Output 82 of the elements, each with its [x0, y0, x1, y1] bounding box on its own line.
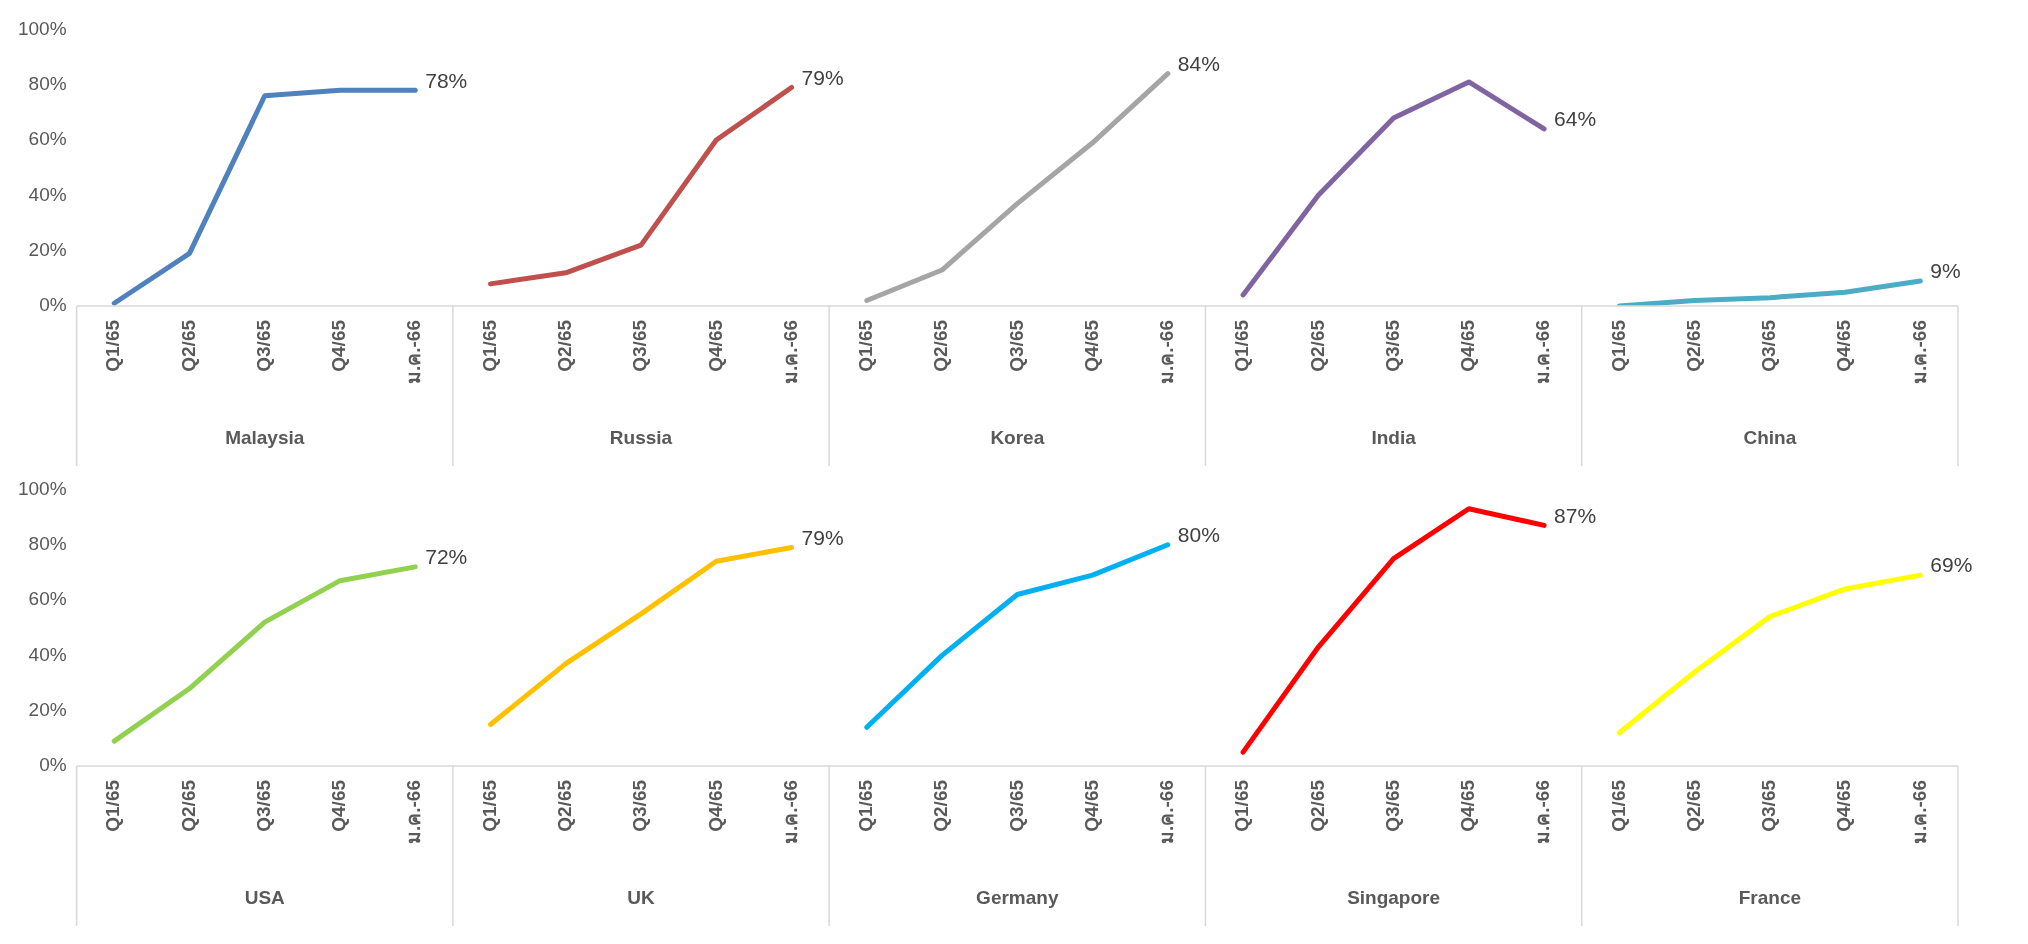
x-tick-label: Q4/65 — [1457, 779, 1479, 832]
y-tick-label: 20% — [28, 238, 67, 260]
y-tick-label: 80% — [28, 532, 67, 554]
y-tick-label: 40% — [28, 183, 67, 205]
x-tick-label: Q1/65 — [1231, 319, 1253, 372]
x-tick-label: Q2/65 — [930, 779, 952, 832]
text: Singapore — [1347, 887, 1441, 909]
data-label: 79% — [801, 525, 844, 549]
y-tick-label: 100% — [17, 477, 67, 499]
y-tick-label: 0% — [39, 754, 67, 776]
text: India — [1371, 427, 1417, 449]
x-tick-label: Q3/65 — [1005, 779, 1027, 832]
x-tick-label: Q2/65 — [1306, 779, 1328, 832]
x-tick-label: Q1/65 — [478, 319, 500, 372]
text: Korea — [990, 427, 1045, 449]
y-tick-label: 20% — [28, 698, 67, 720]
data-label: 87% — [1554, 503, 1597, 527]
text: Malaysia — [225, 427, 305, 449]
x-tick-label: Q3/65 — [1005, 319, 1027, 372]
y-tick-label: 0% — [39, 294, 67, 316]
x-tick-label: Q4/65 — [704, 779, 726, 832]
x-tick-label: Q4/65 — [704, 319, 726, 372]
data-label: 69% — [1930, 553, 1973, 577]
x-tick-label: Q1/65 — [102, 779, 124, 832]
text: Germany — [976, 887, 1059, 909]
x-tick-label: Q2/65 — [1682, 779, 1704, 832]
x-tick-label: Q2/65 — [177, 319, 199, 372]
x-tick-label: Q3/65 — [1758, 319, 1780, 372]
x-tick-label: Q2/65 — [930, 319, 952, 372]
x-tick-label: Q2/65 — [553, 319, 575, 372]
x-tick-label: ม.ค.-66 — [1156, 319, 1178, 385]
x-tick-label: Q4/65 — [1080, 319, 1102, 372]
x-tick-label: Q1/65 — [478, 779, 500, 832]
text: UK — [627, 887, 656, 909]
x-tick-label: Q2/65 — [177, 779, 199, 832]
x-tick-label: Q4/65 — [328, 319, 350, 372]
x-tick-label: Q1/65 — [855, 779, 877, 832]
x-tick-label: Q3/65 — [1381, 319, 1403, 372]
text: France — [1738, 887, 1802, 909]
data-label: 78% — [425, 68, 468, 92]
x-tick-label: Q1/65 — [1607, 319, 1629, 372]
x-tick-label: Q4/65 — [1080, 779, 1102, 832]
x-tick-label: Q1/65 — [1607, 779, 1629, 832]
text: Russia — [609, 427, 673, 449]
x-tick-label: ม.ค.-66 — [1908, 779, 1930, 845]
data-label: 72% — [425, 545, 468, 569]
data-label: 79% — [801, 65, 844, 89]
x-tick-label: Q1/65 — [102, 319, 124, 372]
x-tick-label: Q4/65 — [1457, 319, 1479, 372]
x-tick-label: Q2/65 — [1306, 319, 1328, 372]
data-label: 80% — [1177, 523, 1220, 547]
x-tick-label: Q3/65 — [1758, 779, 1780, 832]
data-label: 84% — [1177, 51, 1220, 75]
x-tick-label: Q1/65 — [855, 319, 877, 372]
y-tick-label: 60% — [28, 588, 67, 610]
x-tick-label: ม.ค.-66 — [403, 319, 425, 385]
x-tick-label: ม.ค.-66 — [1532, 319, 1554, 385]
x-tick-label: ม.ค.-66 — [1532, 779, 1554, 845]
data-label: 64% — [1554, 107, 1597, 131]
x-tick-label: Q3/65 — [252, 779, 274, 832]
x-tick-label: Q2/65 — [553, 779, 575, 832]
x-tick-label: ม.ค.-66 — [403, 779, 425, 845]
y-tick-label: 40% — [28, 643, 67, 665]
x-tick-label: ม.ค.-66 — [779, 779, 801, 845]
x-tick-label: Q4/65 — [1833, 319, 1855, 372]
x-tick-label: Q3/65 — [629, 319, 651, 372]
text: China — [1743, 427, 1797, 449]
x-tick-label: Q4/65 — [1833, 779, 1855, 832]
x-tick-label: Q3/65 — [252, 319, 274, 372]
x-tick-label: ม.ค.-66 — [1156, 779, 1178, 845]
x-tick-label: ม.ค.-66 — [1908, 319, 1930, 385]
x-tick-label: Q4/65 — [328, 779, 350, 832]
data-label: 9% — [1930, 259, 1961, 283]
y-tick-label: 100% — [17, 17, 67, 39]
x-tick-label: Q3/65 — [1381, 779, 1403, 832]
text: USA — [244, 887, 286, 909]
y-tick-label: 60% — [28, 128, 67, 150]
y-tick-label: 80% — [28, 72, 67, 94]
x-tick-label: ม.ค.-66 — [779, 319, 801, 385]
x-tick-label: Q2/65 — [1682, 319, 1704, 372]
x-tick-label: Q1/65 — [1231, 779, 1253, 832]
x-tick-label: Q3/65 — [629, 779, 651, 832]
